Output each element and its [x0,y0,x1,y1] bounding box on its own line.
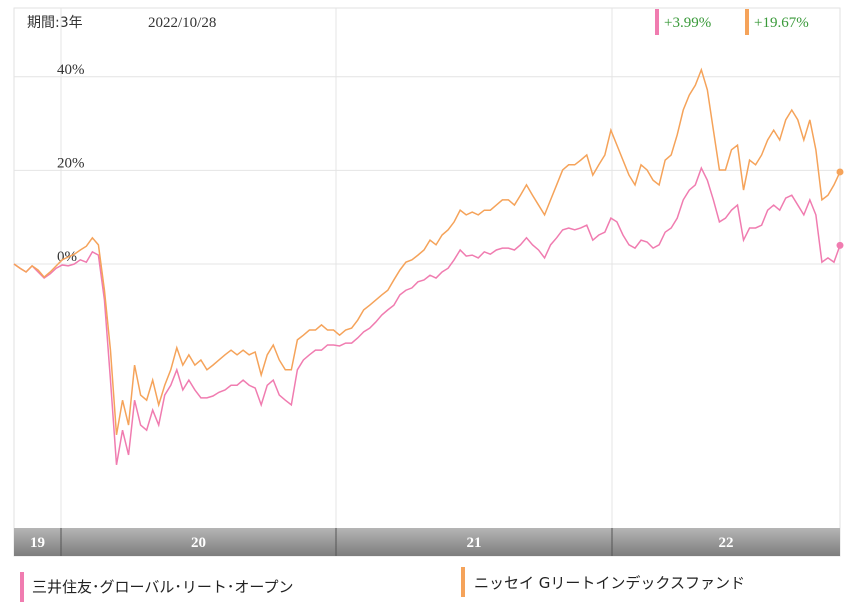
y-tick-label: 20% [57,155,85,171]
line [13,67,841,435]
end-marker [836,241,844,249]
period-label: 期間:3年 [27,15,83,31]
legend-swatch [745,9,749,35]
legend-name: ニッセイ Gリートインデックスファンド [474,574,745,592]
legend-value: +3.99% [664,15,711,31]
legend-value: +19.67% [754,15,809,31]
plot-frame [13,7,841,557]
x-tick-label: 20 [191,535,206,551]
x-tick-label: 22 [719,535,734,551]
year-bar [14,528,840,556]
date-label: 2022/10/28 [148,15,216,31]
legend-swatch [655,9,659,35]
end-marker [836,168,844,176]
x-tick-label: 19 [30,535,45,551]
x-tick-label: 21 [467,535,482,551]
legend-swatch [20,572,24,602]
line [13,166,841,465]
legend-name: 三井住友･グローバル･リート･オープン [32,578,293,596]
legend-swatch [461,567,465,597]
y-tick-label: 40% [57,62,85,78]
